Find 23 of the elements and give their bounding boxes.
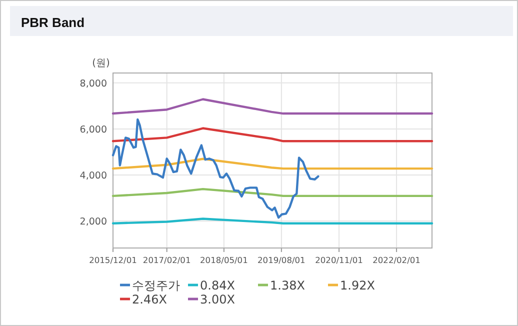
x-tick-label: 2015/12/01 [89, 255, 137, 265]
line-series [112, 188, 434, 198]
legend-label: 1.92X [340, 278, 375, 292]
x-tick-label: 2020/11/01 [315, 255, 363, 265]
x-tick-label: 2019/08/01 [258, 255, 306, 265]
y-axis-title: (원) [92, 58, 110, 69]
y-tick-label: 4,000 [80, 170, 107, 182]
legend-label: 2.46X [132, 292, 167, 306]
line-series [112, 98, 434, 115]
legend-label: 수정주가 [132, 278, 180, 292]
line-series [112, 158, 434, 170]
legend-label: 1.38X [270, 278, 305, 292]
chart-title: PBR Band [21, 15, 85, 30]
x-tick-label: 2022/02/01 [372, 255, 420, 265]
legend-label: 0.84X [200, 278, 235, 292]
line-series [112, 127, 434, 142]
x-tick-label: 2017/02/01 [142, 255, 191, 265]
legend-label: 3.00X [200, 292, 235, 306]
y-tick-label: 6,000 [80, 124, 107, 136]
y-tick-label: 2,000 [80, 216, 107, 228]
line-series [112, 118, 320, 219]
x-tick-label: 2018/05/01 [200, 255, 248, 265]
y-tick-label: 8,000 [80, 78, 107, 90]
